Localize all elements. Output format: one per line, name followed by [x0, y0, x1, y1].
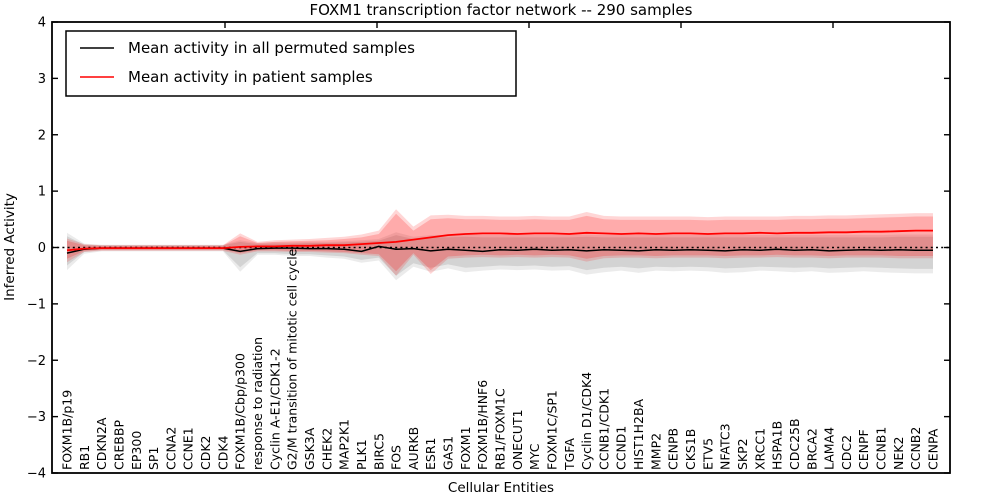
- x-tick-label: TGFA: [562, 438, 577, 471]
- x-tick-label: ETV5: [700, 438, 715, 470]
- band-patient-outer: [67, 209, 933, 276]
- x-tick-label: ONECUT1: [510, 409, 525, 470]
- chart-title: FOXM1 transcription factor network -- 29…: [310, 1, 693, 19]
- x-tick-label: LAMA4: [822, 427, 837, 470]
- y-tick-label: −4: [27, 467, 46, 482]
- y-tick-label: 3: [38, 72, 46, 87]
- x-tick-label: response to radiation: [250, 337, 265, 470]
- x-tick-label: CCNA2: [163, 427, 178, 470]
- patient-mean-line: [66, 229, 933, 252]
- legend-label-permuted: Mean activity in all permuted samples: [128, 39, 415, 57]
- x-tick-label: RB1/FOXM1C: [493, 388, 508, 470]
- x-tick-label: Cyclin D1/CDK4: [579, 372, 594, 470]
- x-tick-label: CCNB1: [874, 427, 889, 470]
- y-tick-label: −2: [27, 354, 46, 369]
- band-permuted-outer: [67, 232, 933, 281]
- x-tick-label: FOXM1B/p19: [60, 390, 75, 470]
- x-axis-label: Cellular Entities: [448, 480, 554, 496]
- x-tick-label: CENPA: [926, 428, 941, 470]
- legend-label-patient: Mean activity in patient samples: [128, 68, 373, 86]
- x-tick-label: SKP2: [735, 438, 750, 470]
- x-tick-label: FOS: [389, 445, 404, 470]
- x-tick-labels: FOXM1B/p19 RB1 CDKN2A CREBBP EP300 SP1 CCNA2 CC…: [60, 248, 941, 471]
- x-tick-label: Cyclin A-E1/CDK1-2: [267, 348, 282, 470]
- x-tick-label: EP300: [129, 431, 144, 470]
- y-tick-label: 1: [38, 185, 46, 200]
- x-tick-label: BIRC5: [371, 433, 386, 470]
- x-tick-label: NFATC3: [718, 423, 733, 470]
- axis-ticks: [52, 21, 950, 474]
- x-tick-label: XRCC1: [752, 428, 767, 470]
- y-tick-label: 2: [38, 128, 46, 143]
- x-tick-label: CENPB: [666, 428, 681, 470]
- x-tick-label: CENPF: [856, 429, 871, 470]
- x-tick-label: CCNB2: [908, 427, 923, 470]
- y-axis-label: Inferred Activity: [2, 193, 18, 301]
- x-tick-label: GSK3A: [302, 427, 317, 470]
- x-tick-label: FOXM1B/HNF6: [475, 380, 490, 470]
- x-tick-label: CDK4: [215, 435, 230, 470]
- legend: Mean activity in all permuted samples Me…: [65, 30, 517, 97]
- x-tick-label: CDC2: [839, 435, 854, 470]
- x-tick-label: G2/M transition of mitotic cell cycle: [285, 248, 300, 470]
- x-tick-label: RB1: [77, 445, 92, 470]
- x-tick-label: ESR1: [423, 438, 438, 470]
- x-tick-label: CHEK2: [319, 428, 334, 470]
- x-tick-label: CKS1B: [683, 429, 698, 470]
- x-tick-label: PLK1: [354, 439, 369, 470]
- x-tick-label: CREBBP: [111, 420, 126, 470]
- x-tick-label: FOXM1C/SP1: [544, 390, 559, 470]
- x-tick-label: GAS1: [441, 436, 456, 470]
- y-tick-label: 4: [38, 16, 46, 31]
- x-tick-label: BRCA2: [804, 428, 819, 470]
- mean-lines: [66, 229, 933, 254]
- x-tick-label: CCNE1: [181, 427, 196, 470]
- y-tick-labels: 4 3 2 1 0 −1 −2 −3 −4: [27, 16, 46, 482]
- confidence-bands: [67, 209, 933, 281]
- legend-box: [65, 30, 517, 97]
- y-tick-label: −3: [27, 410, 46, 425]
- x-tick-label: AURKB: [406, 427, 421, 470]
- y-tick-label: −1: [27, 297, 46, 312]
- x-tick-label: HSPA1B: [770, 421, 785, 470]
- x-tick-label: CDKN2A: [94, 417, 109, 470]
- x-tick-label: CDC25B: [787, 418, 802, 470]
- x-tick-label: CDK2: [198, 435, 213, 470]
- x-tick-label: MYC: [527, 443, 542, 470]
- x-tick-label: NEK2: [891, 437, 906, 470]
- x-tick-label: FOXM1B/Cbp/p300: [233, 353, 248, 470]
- x-tick-label: SP1: [146, 447, 161, 470]
- x-tick-label: MMP2: [648, 433, 663, 470]
- x-tick-label: FOXM1: [458, 426, 473, 470]
- x-tick-label: CCNB1/CDK1: [596, 388, 611, 470]
- band-patient-inner: [67, 213, 933, 272]
- x-tick-label: HIST1H2BA: [631, 398, 646, 470]
- x-tick-label: CCND1: [614, 426, 629, 470]
- y-tick-label: 0: [38, 241, 46, 256]
- x-tick-label: MAP2K1: [337, 419, 352, 470]
